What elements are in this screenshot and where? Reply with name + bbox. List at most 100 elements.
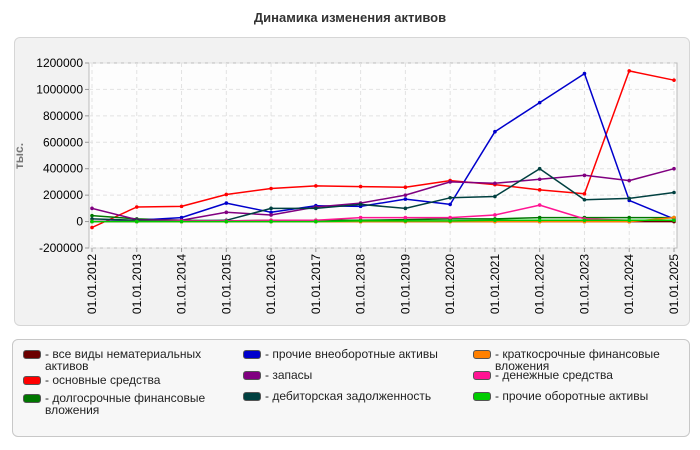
data-point — [90, 206, 94, 211]
legend-swatch — [473, 392, 491, 401]
legend: - все виды нематериальных активов - основ… — [12, 339, 690, 437]
legend-item: - краткосрочные финансовые вложения — [473, 348, 683, 372]
x-tick-label: 01.01.2016 — [264, 254, 278, 314]
y-tick-label: 1200000 — [36, 56, 83, 70]
data-point — [627, 215, 632, 220]
data-point — [224, 192, 229, 197]
data-point — [314, 206, 318, 211]
x-tick-label: 01.01.2017 — [309, 254, 323, 314]
data-point — [90, 225, 94, 230]
data-point — [448, 180, 452, 184]
data-point — [403, 197, 408, 201]
data-point — [627, 196, 632, 201]
data-point — [448, 219, 452, 223]
legend-swatch — [23, 394, 41, 403]
data-point — [448, 215, 452, 220]
legend-label: - денежные средства — [495, 368, 613, 382]
series-1 — [90, 69, 676, 230]
y-tick-label: 0 — [76, 215, 83, 229]
data-point — [224, 219, 229, 224]
legend-item: - прочие оборотные активы — [473, 390, 683, 402]
legend-label: - основные средства — [45, 373, 161, 387]
y-tick-label: 600000 — [43, 135, 83, 149]
data-point — [493, 213, 497, 217]
data-point — [179, 215, 184, 220]
x-tick-label: 01.01.2021 — [488, 254, 502, 314]
legend-item: - прочие внеоборотные активы — [243, 348, 463, 360]
legend-swatch — [243, 371, 261, 380]
x-tick-label: 01.01.2023 — [577, 254, 591, 314]
series-line — [91, 72, 675, 223]
y-tick-label: 200000 — [43, 188, 83, 202]
data-point — [493, 129, 497, 134]
x-tick-label: 01.01.2012 — [85, 254, 99, 314]
series-8 — [90, 218, 676, 224]
data-point — [493, 218, 497, 223]
data-point — [269, 186, 273, 191]
legend-label: - прочие внеоборотные активы — [265, 347, 438, 361]
x-tick-label: 01.01.2015 — [219, 254, 233, 314]
data-point — [627, 178, 632, 183]
data-point — [224, 210, 229, 215]
series-line — [91, 70, 675, 229]
legend-label: - дебиторская задолженность — [265, 389, 432, 403]
data-point — [448, 195, 452, 200]
chart-title: Динамика изменения активов — [253, 10, 447, 25]
data-point — [537, 188, 542, 192]
data-point — [582, 197, 587, 202]
series-lines — [90, 69, 676, 230]
data-point — [314, 184, 318, 188]
data-point — [582, 71, 587, 76]
data-point — [582, 173, 587, 178]
data-point — [179, 204, 184, 209]
legend-swatch — [23, 376, 41, 385]
data-point — [134, 219, 139, 224]
data-point — [358, 219, 363, 223]
data-point — [493, 194, 497, 199]
legend-label: - долгосрочные финансовые вложения — [45, 391, 206, 417]
series-line — [92, 219, 674, 223]
data-point — [314, 219, 318, 224]
legend-item: - долгосрочные финансовые вложения — [23, 392, 233, 416]
data-point — [358, 202, 363, 207]
data-point — [448, 202, 452, 207]
data-point — [269, 219, 273, 224]
data-point — [672, 215, 676, 220]
legend-swatch — [473, 350, 491, 359]
legend-label: - все виды нематериальных активов — [45, 347, 202, 373]
axes: 1200000 1000000 800000 600000 400000 200000 0 -… — [36, 56, 681, 314]
x-tick-label: 01.01.2022 — [533, 254, 547, 314]
legend-swatch — [473, 371, 491, 380]
data-point — [269, 206, 273, 211]
data-point — [537, 166, 542, 171]
legend-label: - запасы — [265, 368, 313, 382]
x-tick-label: 01.01.2018 — [354, 254, 368, 314]
data-point — [134, 205, 139, 209]
x-tick-label: 01.01.2020 — [443, 254, 457, 314]
data-point — [537, 100, 542, 105]
data-point — [672, 166, 676, 171]
y-tick-label: 1000000 — [36, 82, 83, 96]
y-tick-label: -200000 — [39, 241, 83, 255]
data-point — [537, 215, 542, 220]
data-point — [269, 213, 273, 217]
x-tick-label: 01.01.2019 — [398, 254, 412, 314]
legend-item: - все виды нематериальных активов — [23, 348, 233, 372]
data-point — [358, 215, 363, 220]
data-point — [672, 218, 676, 223]
data-point — [403, 219, 408, 223]
data-point — [627, 69, 632, 73]
data-point — [537, 218, 542, 223]
x-tick-label: 01.01.2014 — [175, 254, 189, 314]
legend-item: - основные средства — [23, 374, 233, 386]
legend-item: - дебиторская задолженность — [243, 390, 463, 402]
legend-swatch — [243, 350, 261, 359]
x-tick-label: 01.01.2025 — [667, 254, 681, 314]
line-chart: 1200000 1000000 800000 600000 400000 200000 0 -… — [12, 56, 681, 314]
data-point — [537, 203, 542, 207]
data-point — [179, 219, 184, 224]
legend-item: - запасы — [243, 369, 463, 381]
data-point — [403, 193, 408, 197]
data-point — [582, 192, 587, 196]
legend-swatch — [243, 392, 261, 401]
